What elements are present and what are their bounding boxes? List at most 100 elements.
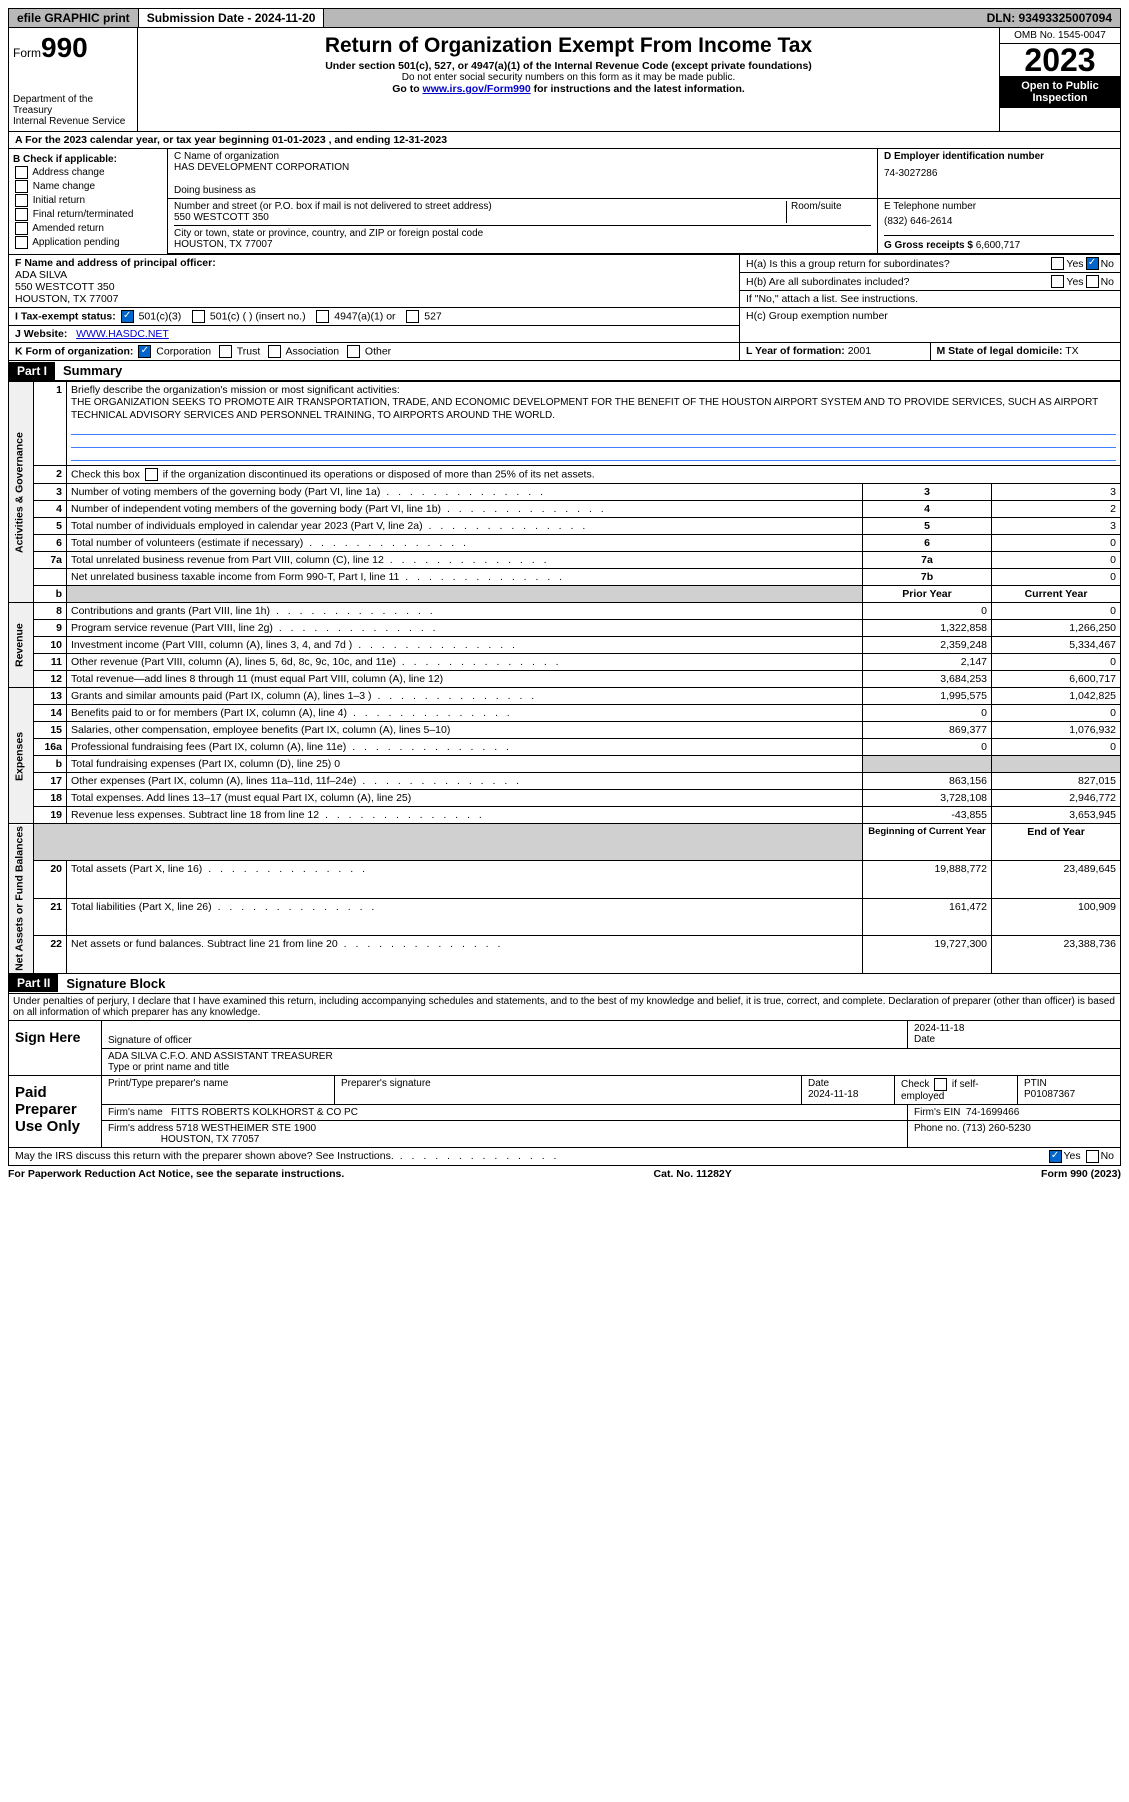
hc-label: H(c) Group exemption number <box>740 308 1120 324</box>
initial-return-checkbox[interactable] <box>15 194 28 207</box>
netassets-side: Net Assets or Fund Balances <box>9 824 34 974</box>
firm-name: FITTS ROBERTS KOLKHORST & CO PC <box>171 1107 358 1118</box>
street-label: Number and street (or P.O. box if mail i… <box>174 201 786 212</box>
date-label: Date <box>914 1034 1114 1045</box>
section-b: B Check if applicable: Address change Na… <box>9 149 168 254</box>
corp-checkbox[interactable] <box>138 345 151 358</box>
header-center: Return of Organization Exempt From Incom… <box>138 28 999 131</box>
discuss-no-checkbox[interactable] <box>1086 1150 1099 1163</box>
ptin-label: PTIN <box>1024 1078 1047 1089</box>
i-label: I Tax-exempt status: <box>15 310 116 322</box>
sections-c-g: C Name of organization HAS DEVELOPMENT C… <box>168 149 1120 254</box>
mission-text: THE ORGANIZATION SEEKS TO PROMOTE AIR TR… <box>71 397 1098 421</box>
prep-name-label: Print/Type preparer's name <box>102 1076 335 1104</box>
paid-prep-label: Paid Preparer Use Only <box>9 1076 102 1147</box>
firm-city: HOUSTON, TX 77057 <box>161 1134 260 1145</box>
501c-checkbox[interactable] <box>192 310 205 323</box>
part1-header: Part I <box>9 362 55 380</box>
form-label: Form <box>13 46 41 60</box>
gross-receipts: 6,600,717 <box>976 240 1021 251</box>
part1-header-row: Part I Summary <box>8 361 1121 381</box>
perjury-text: Under penalties of perjury, I declare th… <box>8 994 1121 1021</box>
line-a: A For the 2023 calendar year, or tax yea… <box>8 132 1121 149</box>
firm-ein-label: Firm's EIN <box>914 1107 960 1118</box>
discontinued-checkbox[interactable] <box>145 468 158 481</box>
part2-title: Signature Block <box>58 974 173 993</box>
name-change-checkbox[interactable] <box>15 180 28 193</box>
4947-checkbox[interactable] <box>316 310 329 323</box>
self-employed-checkbox[interactable] <box>934 1078 947 1091</box>
org-name: HAS DEVELOPMENT CORPORATION <box>174 162 871 173</box>
ha-no-checkbox[interactable] <box>1086 257 1099 270</box>
ha-yes-checkbox[interactable] <box>1051 257 1064 270</box>
e-phone-label: E Telephone number <box>884 201 1114 212</box>
end-year-header: End of Year <box>992 824 1121 861</box>
k-label: K Form of organization: <box>15 345 133 357</box>
sign-here-label: Sign Here <box>9 1021 102 1075</box>
phone-value: (832) 646-2614 <box>884 216 1114 227</box>
expenses-side: Expenses <box>9 688 34 824</box>
final-return-checkbox[interactable] <box>15 208 28 221</box>
hb-yes-checkbox[interactable] <box>1051 275 1064 288</box>
sections-f-h: F Name and address of principal officer:… <box>8 255 1121 343</box>
footer-center: Cat. No. 11282Y <box>654 1168 732 1180</box>
line1-label: Briefly describe the organization's miss… <box>71 384 400 396</box>
header-left: Form990 Department of the Treasury Inter… <box>9 28 138 131</box>
part2-header-row: Part II Signature Block <box>8 974 1121 994</box>
dept-treasury: Department of the Treasury <box>13 94 133 116</box>
open-public: Open to Public Inspection <box>1000 76 1120 108</box>
address-change-checkbox[interactable] <box>15 166 28 179</box>
trust-checkbox[interactable] <box>219 345 232 358</box>
form-number: 990 <box>41 32 88 63</box>
ptin-value: P01087367 <box>1024 1089 1075 1100</box>
entity-info: B Check if applicable: Address change Na… <box>8 149 1121 255</box>
officer-city: HOUSTON, TX 77007 <box>15 293 733 305</box>
type-name-label: Type or print name and title <box>108 1062 1114 1073</box>
officer-name-title: ADA SILVA C.F.O. AND ASSISTANT TREASURER <box>108 1051 1114 1062</box>
summary-table: Activities & Governance 1 Briefly descri… <box>8 381 1121 974</box>
ha-label: H(a) Is this a group return for subordin… <box>746 258 1049 270</box>
hb-no-checkbox[interactable] <box>1086 275 1099 288</box>
other-checkbox[interactable] <box>347 345 360 358</box>
501c3-checkbox[interactable] <box>121 310 134 323</box>
app-pending-checkbox[interactable] <box>15 236 28 249</box>
firm-addr-label: Firm's address <box>108 1123 173 1134</box>
phone-label: Phone no. <box>914 1123 960 1134</box>
form-title: Return of Organization Exempt From Incom… <box>142 34 995 58</box>
line16b: Total fundraising expenses (Part IX, col… <box>67 756 863 773</box>
irs-link[interactable]: www.irs.gov/Form990 <box>423 83 531 95</box>
domicile-state: TX <box>1065 345 1078 357</box>
revenue-side: Revenue <box>9 603 34 688</box>
prior-year-header: Prior Year <box>863 586 992 603</box>
sections-k-m: K Form of organization: Corporation Trus… <box>8 343 1121 361</box>
firm-phone: (713) 260-5230 <box>962 1123 1030 1134</box>
d-ein-label: D Employer identification number <box>884 151 1114 162</box>
current-year-header: Current Year <box>992 586 1121 603</box>
hb-label: H(b) Are all subordinates included? <box>746 276 1049 288</box>
form-header: Form990 Department of the Treasury Inter… <box>8 28 1121 132</box>
irs-label: Internal Revenue Service <box>13 116 133 127</box>
city-label: City or town, state or province, country… <box>174 228 871 239</box>
prep-date: 2024-11-18 <box>808 1089 858 1100</box>
ein-value: 74-3027286 <box>884 168 1114 179</box>
website-link[interactable]: WWW.HASDC.NET <box>76 328 169 340</box>
footer-left: For Paperwork Reduction Act Notice, see … <box>8 1168 344 1180</box>
amended-return-checkbox[interactable] <box>15 222 28 235</box>
527-checkbox[interactable] <box>406 310 419 323</box>
officer-name: ADA SILVA <box>15 269 733 281</box>
b-label: B Check if applicable: <box>13 154 163 165</box>
room-label: Room/suite <box>786 201 871 223</box>
g-receipts-label: G Gross receipts $ <box>884 240 973 251</box>
prep-sig-label: Preparer's signature <box>335 1076 802 1104</box>
firm-addr: 5718 WESTHEIMER STE 1900 <box>176 1123 316 1134</box>
sig-officer-label: Signature of officer <box>108 1035 901 1046</box>
year-formation: 2001 <box>848 345 871 357</box>
goto-line: Go to www.irs.gov/Form990 for instructio… <box>142 83 995 95</box>
assoc-checkbox[interactable] <box>268 345 281 358</box>
f-label: F Name and address of principal officer: <box>15 257 733 269</box>
submission-date: Submission Date - 2024-11-20 <box>139 9 325 27</box>
header-right: OMB No. 1545-0047 2023 Open to Public In… <box>999 28 1120 131</box>
sig-date: 2024-11-18 <box>914 1023 1114 1034</box>
hb-note: If "No," attach a list. See instructions… <box>740 291 1120 308</box>
discuss-yes-checkbox[interactable] <box>1049 1150 1062 1163</box>
